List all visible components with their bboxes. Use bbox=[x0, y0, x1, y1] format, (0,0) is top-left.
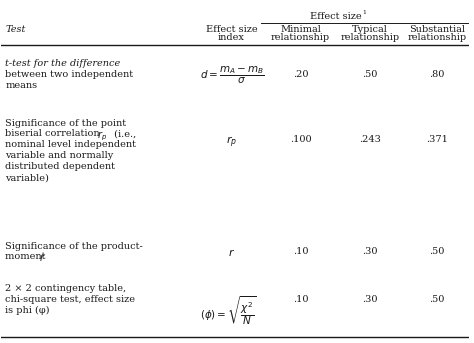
Text: .30: .30 bbox=[362, 295, 378, 304]
Text: $r$: $r$ bbox=[228, 247, 235, 258]
Text: $d = \dfrac{m_A - m_B}{\sigma}$: $d = \dfrac{m_A - m_B}{\sigma}$ bbox=[200, 65, 264, 86]
Text: Significance of the point: Significance of the point bbox=[5, 119, 127, 128]
Text: t-test for the difference: t-test for the difference bbox=[5, 59, 120, 68]
Text: nominal level independent: nominal level independent bbox=[5, 140, 137, 150]
Text: relationship: relationship bbox=[271, 33, 330, 42]
Text: .371: .371 bbox=[426, 135, 448, 144]
Text: chi-square test, effect size: chi-square test, effect size bbox=[5, 295, 136, 304]
Text: relationship: relationship bbox=[340, 33, 400, 42]
Text: 2 × 2 contingency table,: 2 × 2 contingency table, bbox=[5, 284, 127, 293]
Text: .10: .10 bbox=[293, 247, 308, 256]
Text: Effect size: Effect size bbox=[310, 12, 361, 21]
Text: means: means bbox=[5, 81, 37, 90]
Text: .50: .50 bbox=[362, 70, 378, 79]
Text: .20: .20 bbox=[293, 70, 308, 79]
Text: (i.e.,: (i.e., bbox=[111, 129, 136, 139]
Text: $r_p$: $r_p$ bbox=[97, 129, 107, 143]
Text: Effect size: Effect size bbox=[206, 25, 257, 34]
Text: .50: .50 bbox=[429, 247, 445, 256]
Text: Substantial: Substantial bbox=[409, 25, 465, 34]
Text: index: index bbox=[218, 33, 245, 42]
Text: $r$: $r$ bbox=[39, 252, 46, 263]
Text: biserial correlation: biserial correlation bbox=[5, 129, 103, 139]
Text: .100: .100 bbox=[290, 135, 311, 144]
Text: variable): variable) bbox=[5, 173, 49, 182]
Text: between two independent: between two independent bbox=[5, 70, 134, 79]
Text: distributed dependent: distributed dependent bbox=[5, 162, 115, 171]
Text: relationship: relationship bbox=[407, 33, 466, 42]
Text: $r_p$: $r_p$ bbox=[226, 135, 237, 150]
Text: Minimal: Minimal bbox=[280, 25, 321, 34]
Text: 1: 1 bbox=[363, 10, 367, 15]
Text: variable and normally: variable and normally bbox=[5, 151, 114, 160]
Text: .50: .50 bbox=[429, 295, 445, 304]
Text: Typical: Typical bbox=[352, 25, 388, 34]
Text: is phi (φ): is phi (φ) bbox=[5, 306, 50, 315]
Text: Test: Test bbox=[5, 25, 26, 34]
Text: Significance of the product-: Significance of the product- bbox=[5, 241, 143, 250]
Text: $(\phi) = \sqrt{\dfrac{\chi^2}{N}}$: $(\phi) = \sqrt{\dfrac{\chi^2}{N}}$ bbox=[200, 294, 257, 327]
Text: .80: .80 bbox=[429, 70, 445, 79]
Text: .30: .30 bbox=[362, 247, 378, 256]
Text: moment: moment bbox=[5, 252, 49, 261]
Text: .10: .10 bbox=[293, 295, 308, 304]
Text: .243: .243 bbox=[359, 135, 381, 144]
